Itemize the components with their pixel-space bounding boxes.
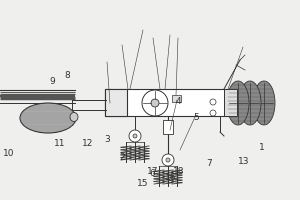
Text: 4: 4 — [175, 97, 181, 106]
Circle shape — [142, 90, 168, 116]
Circle shape — [210, 110, 216, 116]
Bar — [105, 89, 230, 116]
Text: 8: 8 — [64, 71, 70, 79]
Text: 15: 15 — [137, 180, 149, 188]
Ellipse shape — [253, 81, 275, 125]
Ellipse shape — [239, 81, 261, 125]
Text: 12: 12 — [82, 138, 94, 148]
Bar — [172, 95, 181, 102]
Text: 7: 7 — [206, 158, 212, 168]
Text: 5: 5 — [193, 114, 199, 122]
Text: 6: 6 — [149, 168, 155, 178]
Bar — [105, 89, 127, 116]
Circle shape — [166, 158, 170, 162]
Text: 2: 2 — [119, 152, 125, 162]
Text: 9: 9 — [49, 77, 55, 86]
Circle shape — [151, 99, 159, 107]
Circle shape — [210, 99, 216, 105]
Text: 18: 18 — [173, 168, 185, 176]
Text: 11: 11 — [54, 138, 66, 148]
Text: 1: 1 — [259, 144, 265, 152]
Text: 10: 10 — [3, 148, 15, 158]
Ellipse shape — [227, 81, 249, 125]
Bar — [163, 120, 173, 134]
Text: 17: 17 — [147, 168, 159, 176]
Ellipse shape — [20, 103, 76, 133]
Text: 3: 3 — [104, 136, 110, 144]
Text: 16: 16 — [165, 173, 177, 182]
Circle shape — [133, 134, 137, 138]
Circle shape — [162, 154, 174, 166]
Text: 13: 13 — [238, 158, 250, 166]
Bar — [224, 89, 237, 116]
Circle shape — [129, 130, 141, 142]
Ellipse shape — [70, 112, 78, 121]
